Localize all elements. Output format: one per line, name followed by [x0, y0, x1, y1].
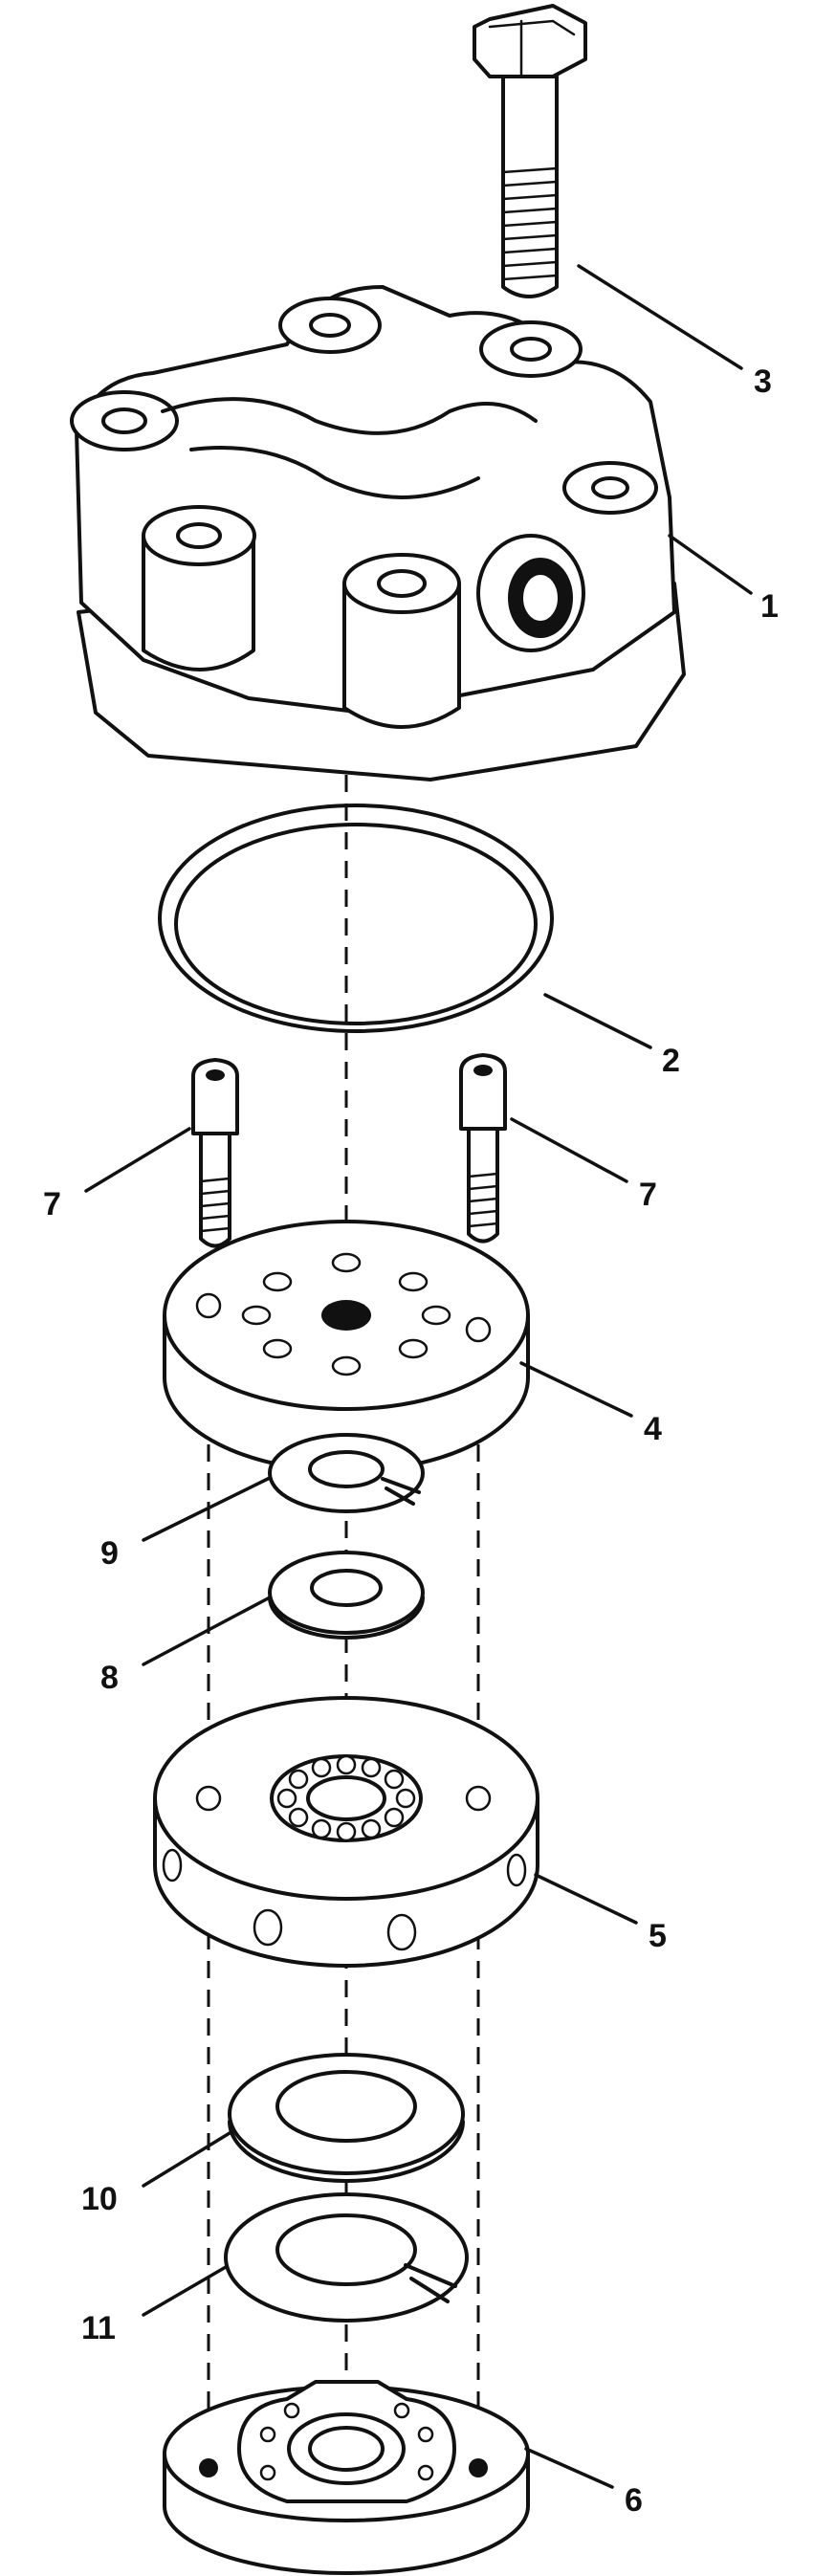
cap-screw-left: [191, 1058, 239, 1248]
callout-1: 1: [760, 588, 779, 625]
thrust-washer: [228, 2053, 465, 2183]
callout-2: 2: [662, 1043, 680, 1079]
callout-11: 11: [81, 2310, 116, 2346]
callout-5: 5: [649, 1918, 667, 1954]
split-washer-upper: [268, 1433, 425, 1513]
callout-9: 9: [100, 1535, 119, 1572]
callout-3: 3: [754, 363, 772, 400]
callout-8: 8: [100, 1660, 119, 1696]
callout-4: 4: [644, 1411, 662, 1447]
callout-10: 10: [81, 2181, 118, 2217]
housing: [70, 285, 686, 782]
split-washer-lower: [224, 2192, 469, 2323]
cap-screw-right: [459, 1053, 507, 1244]
rotor-body: [153, 1696, 539, 1968]
callout-6: 6: [625, 2482, 643, 2519]
callout-labels: 3 1 2 7 7 4 9 8 5 10 11 6: [43, 363, 779, 2519]
end-plate: [163, 2380, 530, 2575]
leader-lines: [84, 264, 753, 2489]
port-plate: [163, 1220, 530, 1473]
flat-washer: [268, 1551, 425, 1640]
o-ring: [158, 804, 554, 1033]
hex-bolt: [473, 4, 587, 298]
callout-7-right: 7: [639, 1177, 657, 1213]
callout-7-left: 7: [43, 1186, 61, 1222]
